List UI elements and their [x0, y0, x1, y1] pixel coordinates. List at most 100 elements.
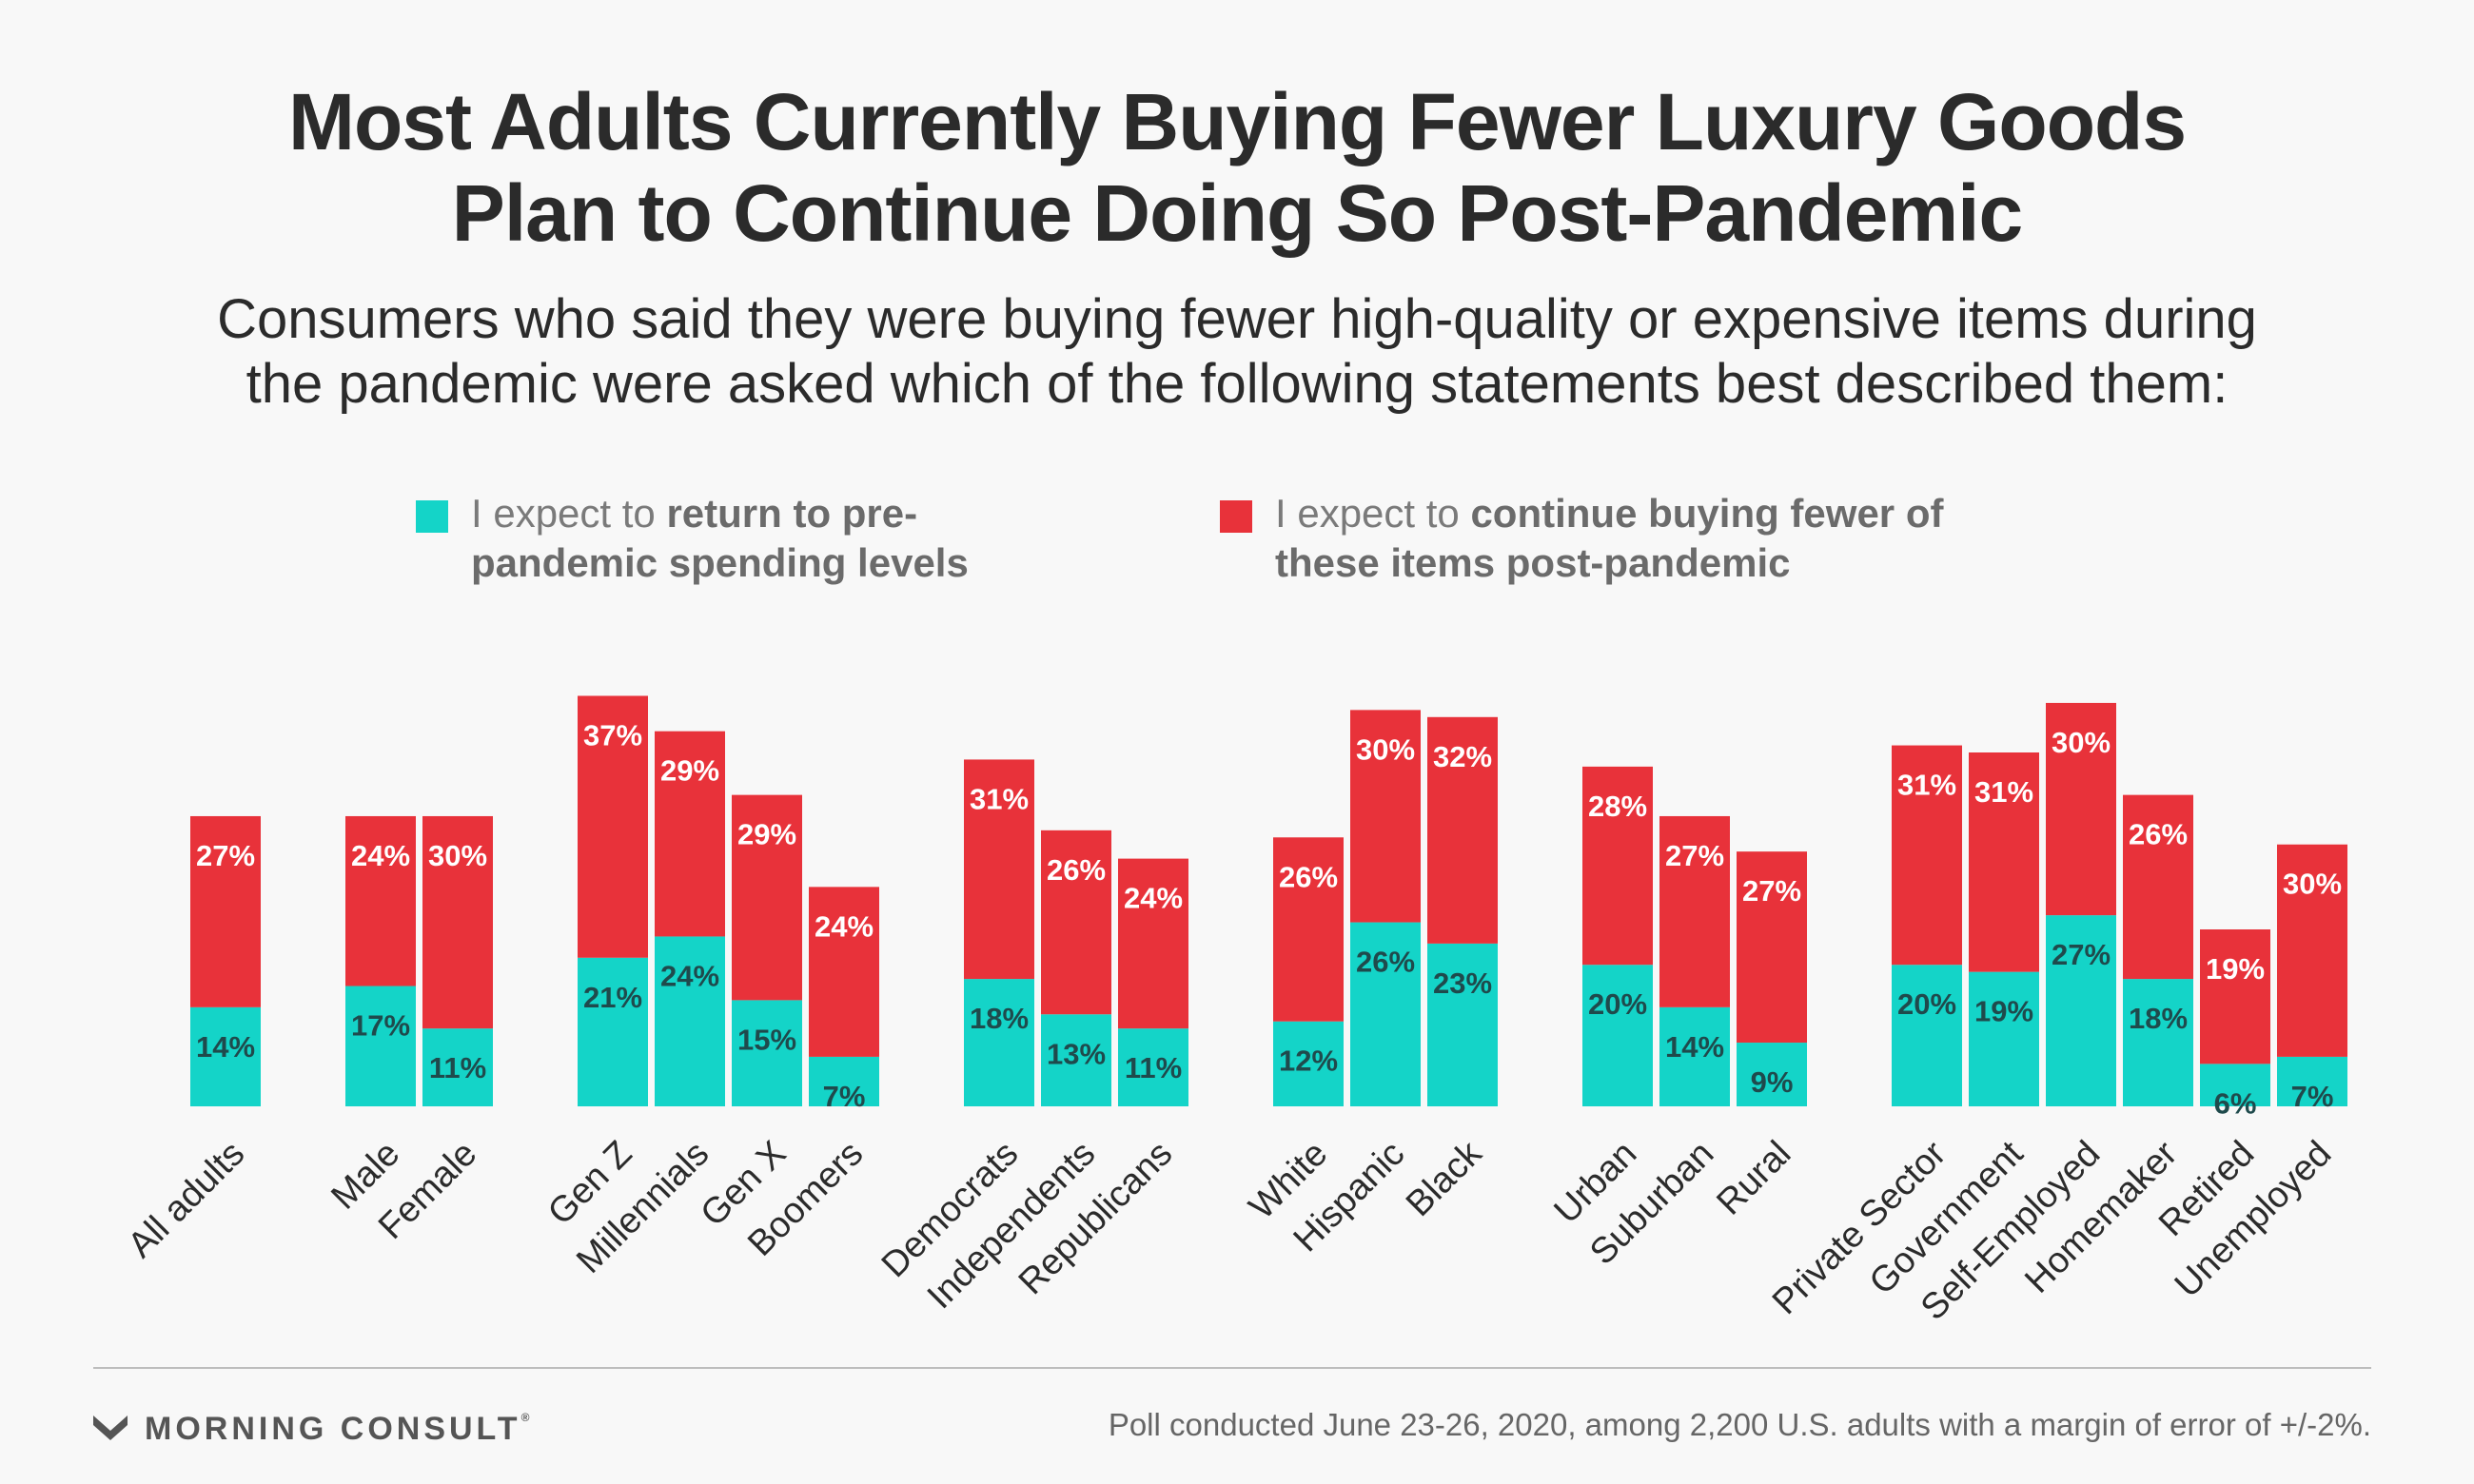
- legend-swatch-continue: [1220, 500, 1252, 533]
- legend-continue-bold-2: these items post-pandemic: [1275, 540, 1791, 585]
- legend-return-bold-2: pandemic spending levels: [471, 540, 969, 585]
- source-note: Poll conducted June 23-26, 2020, among 2…: [1108, 1407, 2371, 1442]
- label-return-gen-x: 15%: [737, 1023, 796, 1056]
- bar-return-private-sector: [1892, 965, 1962, 1106]
- morning-consult-logo: MORNING CONSULT®: [91, 1408, 529, 1450]
- label-continue-gen-z: 37%: [583, 718, 642, 752]
- label-continue-self-employed: 30%: [2052, 726, 2111, 759]
- label-return-all-adults: 14%: [196, 1030, 255, 1064]
- bar-return-gen-x: [732, 1000, 802, 1106]
- label-return-private-sector: 20%: [1897, 987, 1956, 1021]
- bar-return-white: [1273, 1021, 1344, 1106]
- legend-return-prefix: I expect to: [471, 491, 667, 536]
- label-continue-independents: 26%: [1047, 853, 1106, 887]
- bar-continue-white: [1273, 837, 1344, 1022]
- legend-continue-bold-1: continue buying fewer of: [1470, 491, 1944, 536]
- label-continue-democrats: 31%: [970, 782, 1029, 815]
- label-return-urban: 20%: [1588, 987, 1647, 1021]
- label-return-retired: 6%: [2214, 1086, 2257, 1120]
- bar-return-female: [422, 1028, 493, 1106]
- legend-label-return: I expect to return to pre- pandemic spen…: [471, 489, 1251, 588]
- label-return-hispanic: 26%: [1356, 946, 1415, 979]
- bar-return-democrats: [964, 979, 1034, 1106]
- chart-subtitle-line-2: the pandemic were asked which of the fol…: [245, 353, 2229, 415]
- label-continue-female: 30%: [428, 839, 487, 872]
- category-label-black: Black: [1399, 1133, 1490, 1224]
- bar-continue-government: [1969, 752, 2039, 972]
- label-continue-republicans: 24%: [1124, 882, 1183, 915]
- logo-registered-mark: ®: [520, 1410, 530, 1424]
- bar-continue-rural: [1737, 851, 1807, 1044]
- bar-return-self-employed: [2046, 915, 2116, 1106]
- label-continue-hispanic: 30%: [1356, 732, 1415, 766]
- bar-continue-female: [422, 815, 493, 1029]
- label-return-republicans: 11%: [1125, 1051, 1182, 1084]
- bar-return-retired: [2200, 1064, 2270, 1106]
- bar-continue-retired: [2200, 929, 2270, 1064]
- bar-return-rural: [1737, 1043, 1807, 1106]
- label-continue-white: 26%: [1279, 860, 1338, 893]
- category-label-all-adults: All adults: [121, 1134, 253, 1266]
- label-return-suburban: 14%: [1665, 1030, 1724, 1064]
- label-return-boomers: 7%: [823, 1080, 866, 1113]
- bar-continue-suburban: [1659, 815, 1730, 1007]
- label-continue-millennials: 29%: [660, 754, 719, 788]
- bar-continue-millennials: [655, 731, 725, 937]
- label-continue-government: 31%: [1974, 775, 2033, 809]
- chart-title-line-2: Plan to Continue Doing So Post-Pandemic: [451, 168, 2023, 258]
- legend-label-continue: I expect to continue buying fewer of the…: [1275, 489, 2055, 588]
- label-continue-gen-x: 29%: [737, 818, 796, 851]
- label-return-gen-z: 21%: [583, 981, 642, 1014]
- bar-return-boomers: [809, 1056, 879, 1106]
- bar-return-black: [1427, 943, 1498, 1106]
- bar-continue-gen-z: [578, 695, 648, 958]
- label-return-democrats: 18%: [970, 1002, 1029, 1035]
- bar-return-homemaker: [2123, 979, 2193, 1106]
- bar-return-millennials: [655, 936, 725, 1106]
- label-return-unemployed: 7%: [2291, 1080, 2334, 1113]
- bar-return-republicans: [1118, 1028, 1188, 1106]
- label-return-male: 17%: [351, 1009, 410, 1043]
- category-label-rural: Rural: [1709, 1134, 1798, 1223]
- logo-text: MORNING CONSULT®: [145, 1411, 529, 1448]
- bar-continue-urban: [1582, 766, 1653, 966]
- bar-return-government: [1969, 971, 2039, 1106]
- bar-continue-black: [1427, 716, 1498, 944]
- label-continue-all-adults: 27%: [196, 839, 255, 872]
- bar-continue-private-sector: [1892, 745, 1962, 966]
- bar-continue-self-employed: [2046, 702, 2116, 916]
- legend-swatch-return: [416, 500, 448, 533]
- legend-return-bold-1: return to pre-: [666, 491, 918, 536]
- bar-continue-all-adults: [190, 815, 261, 1007]
- footer-divider: [93, 1367, 2371, 1369]
- label-return-white: 12%: [1279, 1045, 1338, 1078]
- label-return-millennials: 24%: [660, 959, 719, 992]
- logo-wordmark: MORNING CONSULT: [145, 1410, 521, 1447]
- bar-continue-hispanic: [1350, 710, 1421, 923]
- bar-return-suburban: [1659, 1006, 1730, 1106]
- chart-title: Most Adults Currently Buying Fewer Luxur…: [0, 76, 2474, 259]
- bar-continue-democrats: [964, 759, 1034, 980]
- bar-continue-gen-x: [732, 794, 802, 1001]
- bar-return-all-adults: [190, 1006, 261, 1106]
- label-continue-black: 32%: [1433, 740, 1492, 773]
- bar-continue-independents: [1041, 830, 1111, 1015]
- label-continue-urban: 28%: [1588, 790, 1647, 823]
- bar-return-hispanic: [1350, 922, 1421, 1106]
- bar-return-unemployed: [2277, 1056, 2347, 1106]
- chart-subtitle: Consumers who said they were buying fewe…: [0, 287, 2474, 417]
- bar-continue-boomers: [809, 887, 879, 1057]
- stacked-bar-chart: 14%27%All adults17%24%Male11%30%Female21…: [121, 695, 2347, 1328]
- label-continue-suburban: 27%: [1665, 839, 1724, 872]
- label-continue-unemployed: 30%: [2283, 868, 2342, 901]
- label-continue-boomers: 24%: [815, 909, 874, 943]
- chart-title-line-1: Most Adults Currently Buying Fewer Luxur…: [287, 77, 2187, 166]
- label-return-rural: 9%: [1751, 1065, 1794, 1099]
- label-return-homemaker: 18%: [2129, 1002, 2188, 1035]
- label-return-black: 23%: [1433, 967, 1492, 1000]
- bar-continue-republicans: [1118, 858, 1188, 1029]
- label-continue-retired: 19%: [2206, 952, 2265, 986]
- bar-return-independents: [1041, 1014, 1111, 1106]
- label-return-independents: 13%: [1047, 1037, 1106, 1070]
- label-continue-homemaker: 26%: [2129, 818, 2188, 851]
